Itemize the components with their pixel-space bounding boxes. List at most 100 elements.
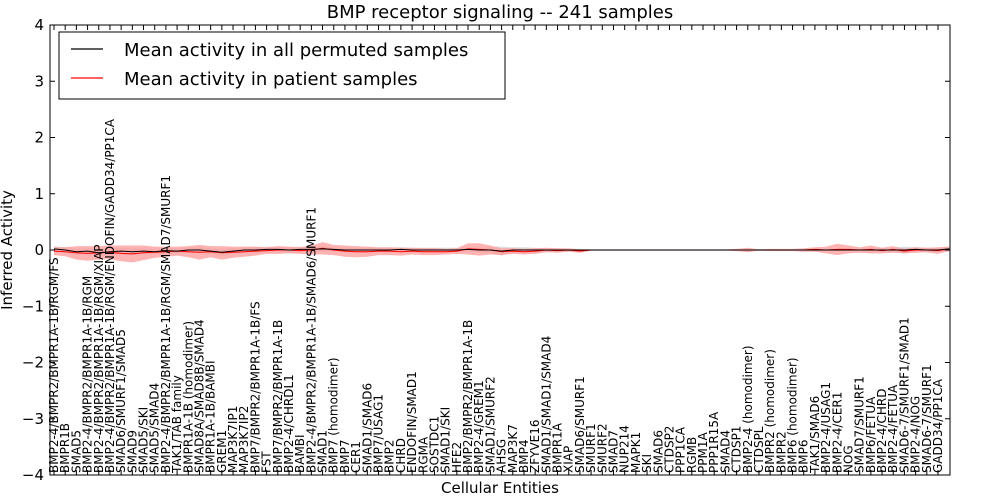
- x-tick-label: SMURF1: [584, 423, 598, 473]
- x-axis-label: Cellular Entities: [441, 479, 559, 497]
- x-tick-label: SMAD6/SMURF1/SMAD5: [114, 329, 128, 473]
- y-tick-label: −3: [22, 410, 44, 428]
- x-tick-label: BMP6/FETUA: [864, 396, 878, 473]
- x-tick-label: BMP6 (homodimer): [786, 357, 800, 473]
- chart-title: BMP receptor signaling -- 241 samples: [327, 2, 674, 23]
- legend-label-patient: Mean activity in patient samples: [124, 69, 418, 90]
- y-tick-label: −1: [22, 297, 44, 315]
- x-tick-label: SMAD1/SKI: [439, 407, 453, 473]
- x-tick-label: MAP3K7: [506, 424, 520, 473]
- x-tick-label: SMAD6: [651, 430, 665, 473]
- x-tick-label: BMP7/BMPR2/BMPR1A-1B: [271, 320, 285, 473]
- x-tick-label: BMP2-4/CHRDL1: [282, 374, 296, 473]
- x-tick-label: SMAD5/SKI: [137, 407, 151, 473]
- y-tick-label: 3: [34, 72, 44, 90]
- x-tick-label: BMPR1A-1B (homodimer): [181, 321, 195, 473]
- x-tick-label: BMP2-4/GREM1: [472, 380, 486, 473]
- x-tick-label: ZFYVE16: [528, 419, 542, 473]
- x-tick-label: CER1: [349, 441, 363, 473]
- x-tick-label: SKI: [640, 454, 654, 473]
- x-tick-label: RGMA: [416, 436, 430, 473]
- x-tick-label: BMP2-4/NOG: [909, 396, 923, 473]
- x-tick-label: SMAD6-7/SMURF1/SMAD1: [897, 317, 911, 473]
- x-tick-label: NOG: [842, 445, 856, 473]
- x-tick-label: CTDSP1: [730, 426, 744, 473]
- x-tick-label: BMP2-4/CHRD: [875, 389, 889, 473]
- x-tick-label: BMP2-4/FETUA: [886, 384, 900, 473]
- x-tick-label: BMP2-4/BMPR2/BMPR1A-1B/RGM/XIAP: [92, 244, 106, 473]
- x-tick-label: SMAD7/SMURF1: [853, 376, 867, 473]
- x-tick-label: BAMBI: [293, 434, 307, 473]
- x-tick-label: PPM1A: [696, 432, 710, 473]
- x-tick-label: BMP2/BMPR2/BMPR1A-1B: [461, 320, 475, 473]
- x-tick-label: SMAD8A/SMAD8B/SMAD4: [193, 319, 207, 473]
- x-tick-label: BMP4: [517, 440, 531, 473]
- y-tick-label: 2: [34, 129, 44, 147]
- x-tick-label: SMAD7: [607, 430, 621, 473]
- legend-label-permuted: Mean activity in all permuted samples: [124, 40, 468, 61]
- x-tick-label: NUP214: [618, 425, 632, 473]
- x-tick-label: GREM1: [215, 430, 229, 473]
- x-tick-label: BMP7: [338, 440, 352, 473]
- y-tick-label: 1: [34, 185, 44, 203]
- x-tick-label: SMURF2: [595, 423, 609, 473]
- x-tick-label: SMAD1: [316, 430, 330, 473]
- x-tick-label: BMP2-4/USAG1: [819, 382, 833, 473]
- x-tick-label: TAK1/TAB family: [170, 375, 184, 474]
- x-tick-label: FST: [260, 451, 274, 473]
- x-tick-label: PPP1R15A: [707, 411, 721, 473]
- x-tick-label: ENDOFIN/SMAD1: [405, 371, 419, 473]
- x-tick-label: BMP2: [383, 440, 397, 473]
- y-tick-label: 0: [34, 241, 44, 259]
- x-axis: BMP2-4/BMPR2/BMPR1A-1B/RGM/FSBMPR1BSMAD5…: [47, 25, 945, 475]
- x-tick-label: BMP7/BMPR2/BMPR1A-1B/FS: [248, 301, 262, 473]
- x-tick-label: BMP2-4/BMPR2/BMPR1A-1B/RGM/SMAD7/SMURF1: [159, 175, 173, 473]
- series-line-permuted: [53, 248, 950, 254]
- patient-band: [54, 242, 950, 263]
- y-axis-label: Inferred Activity: [0, 190, 16, 310]
- x-tick-label: PPP1CA: [674, 426, 688, 473]
- x-tick-label: SMAD1/SMAD1/SMAD4: [539, 336, 553, 473]
- x-tick-label: CTDSP2: [662, 426, 676, 473]
- legend-box: [58, 31, 506, 100]
- x-tick-label: BMP6: [797, 440, 811, 473]
- y-axis: −4 −3 −2 −1 0 1 2 3 4: [22, 16, 950, 484]
- x-tick-label: BMPR2: [774, 431, 788, 473]
- x-tick-label: BMP7 (homodimer): [327, 357, 341, 473]
- x-tick-label: AHSG: [495, 439, 509, 473]
- x-tick-label: SMAD5/SMAD4: [148, 383, 162, 473]
- x-tick-label: SMAD6-7/SMURF1: [920, 364, 934, 473]
- x-tick-label: SMAD6/SMURF1: [573, 376, 587, 473]
- x-tick-label: TAK1/SMAD6: [808, 396, 822, 474]
- x-tick-label: BMPR1A: [551, 422, 565, 473]
- x-tick-label: HFE2: [450, 442, 464, 473]
- x-tick-label: SMAD1/SMAD6: [360, 383, 374, 473]
- x-tick-label: BMP2-4/BMPR2/BMPR1A-1B/RGM/FS: [47, 257, 61, 473]
- x-tick-label: MAP3K7IP1: [226, 406, 240, 473]
- x-tick-label: BMPR2 (homodimer): [763, 349, 777, 473]
- x-tick-label: SOSTDC1: [428, 416, 442, 473]
- x-tick-label: CHRD: [394, 438, 408, 473]
- x-tick-label: SMAD9: [125, 430, 139, 473]
- x-tick-label: XIAP: [562, 446, 576, 473]
- x-tick-label: SMAD1/SMURF2: [483, 376, 497, 473]
- x-tick-label: BMP2-4/BMPR2/BMPR1A-1B/RGM/ENDOFIN/GADD3…: [103, 118, 117, 473]
- y-tick-label: −4: [22, 466, 44, 484]
- x-tick-label: GADD34/PP1CA: [931, 378, 945, 473]
- x-tick-label: BMP7/USAG1: [372, 394, 386, 473]
- x-tick-label: BMP2-4/CER1: [830, 392, 844, 473]
- x-tick-label: MAPK1: [629, 432, 643, 473]
- x-tick-label: SMAD5: [69, 430, 83, 473]
- y-tick-label: 4: [34, 16, 44, 34]
- x-tick-label: CTDSPL: [752, 426, 766, 473]
- x-tick-label: BMPR1A-1B/BAMBI: [204, 360, 218, 473]
- legend: Mean activity in all permuted samples Me…: [58, 31, 506, 100]
- x-tick-label: BMP2-4/BMPR2/BMPR1A-1B/RGM: [81, 276, 95, 473]
- x-tick-label: BMPR1B: [58, 423, 72, 473]
- x-tick-label: BMP2-4/BMPR2/BMPR1A-1B/SMAD6/SMURF1: [304, 207, 318, 473]
- x-tick-label: SMAD4: [718, 430, 732, 473]
- series-lines: [53, 247, 950, 255]
- x-tick-label: RGMB: [685, 437, 699, 473]
- y-tick-label: −2: [22, 354, 44, 372]
